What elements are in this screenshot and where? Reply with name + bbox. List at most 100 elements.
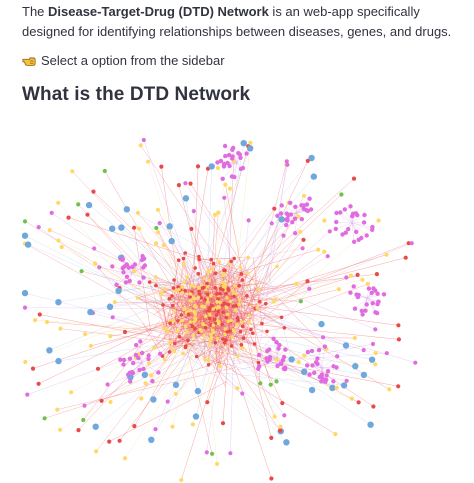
network-node-gene xyxy=(272,414,277,419)
network-node-drug xyxy=(244,151,249,156)
network-node-drug xyxy=(118,357,123,362)
network-edge xyxy=(167,308,212,333)
network-node-gene xyxy=(208,338,212,342)
network-edge xyxy=(155,243,228,368)
network-node-other-red xyxy=(232,256,236,261)
network-edge xyxy=(361,297,368,311)
network-edge xyxy=(234,301,347,346)
network-node-gene xyxy=(229,318,233,323)
network-node-drug xyxy=(140,350,145,356)
network-node-drug xyxy=(342,207,347,212)
network-node-drug xyxy=(353,211,359,216)
network-edge xyxy=(97,302,221,370)
network-edge xyxy=(171,295,221,367)
network-edge xyxy=(184,252,219,312)
network-node-drug xyxy=(359,235,364,241)
network-node-gene xyxy=(316,247,321,252)
network-node-other-red xyxy=(356,400,361,405)
network-node-disease xyxy=(283,439,290,446)
network-node-disease xyxy=(352,363,359,370)
network-node-disease xyxy=(182,195,190,202)
network-node-gene xyxy=(237,302,241,307)
network-node-other-red xyxy=(188,181,193,186)
network-node-drug xyxy=(304,202,310,207)
network-node-drug xyxy=(366,286,372,291)
network-edge xyxy=(251,361,275,417)
network-node-gene xyxy=(203,357,207,362)
network-edge xyxy=(178,185,220,345)
network-edge xyxy=(160,294,168,333)
network-edge xyxy=(171,310,191,348)
network-node-gene xyxy=(189,298,193,303)
network-node-drug xyxy=(119,256,124,262)
network-edge xyxy=(134,332,189,427)
network-edge xyxy=(176,349,243,394)
network-node-other-red xyxy=(183,289,187,293)
network-node-drug xyxy=(257,352,262,358)
network-node-drug xyxy=(227,163,232,169)
network-edge xyxy=(236,308,256,325)
network-node-gene xyxy=(248,140,253,145)
network-node-gene xyxy=(206,268,210,273)
network-node-drug xyxy=(320,376,325,381)
network-edge xyxy=(183,326,337,389)
network-node-gene xyxy=(179,318,184,323)
network-node-disease xyxy=(301,368,308,375)
network-node-gene xyxy=(274,357,279,362)
network-node-gene xyxy=(240,345,244,350)
network-node-other-red xyxy=(172,278,176,282)
network-edge xyxy=(149,282,172,348)
network-node-gene xyxy=(384,252,389,257)
network-node-gene xyxy=(194,305,198,309)
network-edge xyxy=(234,288,272,438)
network-node-other-green xyxy=(42,416,47,421)
network-node-gene xyxy=(222,273,227,277)
network-node-gene xyxy=(112,300,117,305)
network-node-drug xyxy=(222,143,228,149)
network-node-drug xyxy=(340,232,345,237)
network-node-other-red xyxy=(396,384,401,389)
network-edge xyxy=(142,323,163,357)
network-edge xyxy=(174,306,205,312)
network-node-other-red xyxy=(179,313,184,317)
network-node-gene xyxy=(333,432,338,437)
network-edge xyxy=(193,342,305,356)
network-node-drug xyxy=(281,354,287,360)
network-node-drug xyxy=(369,290,374,296)
network-edge xyxy=(179,336,221,367)
network-node-disease xyxy=(166,223,173,230)
network-node-gene xyxy=(256,286,261,291)
network-edge xyxy=(164,283,297,310)
network-node-drug xyxy=(304,207,309,213)
network-node-drug xyxy=(305,349,311,355)
network-edge xyxy=(205,281,308,368)
network-edge xyxy=(222,162,238,179)
network-node-drug xyxy=(373,288,378,293)
network-node-drug xyxy=(223,153,228,159)
network-node-other-red xyxy=(396,323,401,328)
network-node-drug xyxy=(316,347,322,353)
network-node-disease xyxy=(22,232,29,239)
network-node-gene xyxy=(302,353,307,358)
network-node-disease xyxy=(329,384,336,392)
intro-paragraph: The Disease-Target-Drug (DTD) Network is… xyxy=(22,2,462,42)
network-edge xyxy=(175,288,221,292)
network-edge xyxy=(200,329,255,345)
network-node-gene xyxy=(223,332,227,336)
network-node-drug xyxy=(136,355,141,361)
network-node-gene xyxy=(181,351,185,356)
network-node-drug xyxy=(142,263,148,268)
network-edge xyxy=(173,317,282,321)
network-edge xyxy=(110,315,224,337)
network-edge xyxy=(46,321,177,333)
network-node-gene xyxy=(210,328,215,333)
network-node-disease xyxy=(308,386,316,394)
network-edge xyxy=(191,273,216,293)
network-node-drug xyxy=(324,373,329,378)
network-node-other-red xyxy=(355,272,360,277)
network-node-gene xyxy=(180,290,185,295)
network-node-drug xyxy=(293,204,298,209)
network-node-gene xyxy=(152,346,156,350)
network-node-gene xyxy=(360,277,365,282)
network-node-drug xyxy=(22,305,28,310)
